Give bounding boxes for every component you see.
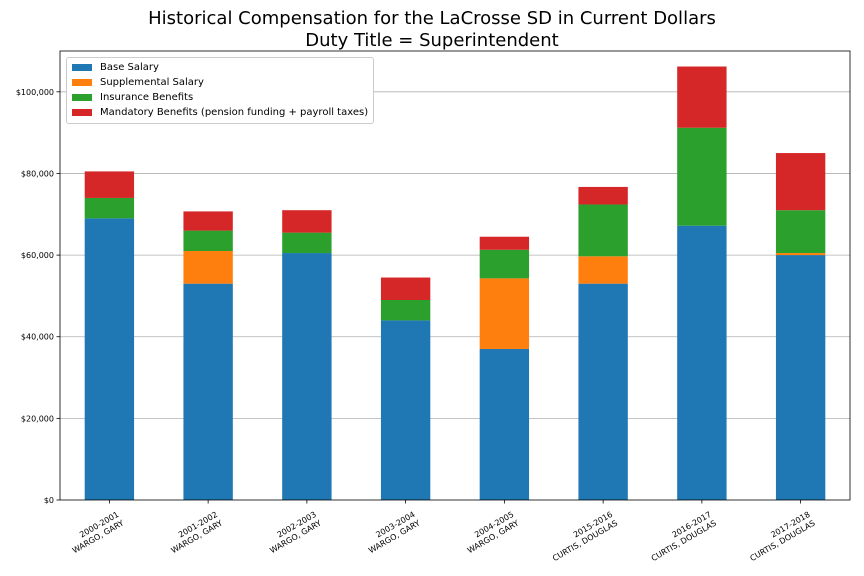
legend-label: Insurance Benefits [100, 92, 194, 103]
y-tick-label: $60,000 [21, 251, 54, 260]
legend: Base Salary Supplemental Salary Insurance … [66, 57, 375, 124]
bar-segment [183, 283, 233, 500]
plot-frame [59, 50, 851, 501]
legend-swatch [72, 109, 92, 116]
legend-label: Supplemental Salary [100, 77, 204, 88]
bar-segment [775, 255, 826, 500]
legend-label: Base Salary [100, 62, 159, 73]
legend-swatch [72, 94, 92, 101]
legend-item: Supplemental Salary [72, 75, 368, 90]
bar-segment [775, 153, 826, 211]
bar-segment [479, 278, 530, 349]
bar-segment [380, 320, 431, 500]
bar-segment [578, 186, 628, 205]
bar-segment [282, 210, 332, 233]
y-tick-label: $0 [44, 496, 54, 505]
bar-segment [479, 249, 530, 279]
bar-segment [380, 277, 431, 300]
bar-segment [84, 218, 135, 500]
chart-subtitle: Duty Title = Superintendent [305, 30, 559, 51]
legend-item: Insurance Benefits [72, 90, 368, 105]
bar-segment [282, 232, 332, 254]
bar-segment [479, 236, 530, 250]
bar-segment [677, 66, 727, 128]
legend-item: Mandatory Benefits (pension funding + pa… [72, 105, 368, 120]
bar-segment [578, 256, 628, 284]
bar-segment [84, 171, 135, 198]
bar-segment [775, 253, 826, 256]
legend-swatch [72, 79, 92, 86]
bar-segment [84, 197, 135, 219]
bar-segment [479, 348, 530, 500]
y-tick-label: $100,000 [16, 88, 54, 97]
chart-title: Historical Compensation for the LaCrosse… [148, 8, 716, 29]
bar-segment [578, 283, 628, 500]
legend-swatch [72, 64, 92, 71]
bar-segment [183, 211, 233, 231]
y-tick-label: $20,000 [21, 414, 54, 423]
bar-segment [380, 299, 431, 321]
y-tick-label: $40,000 [21, 333, 54, 342]
y-tick-label: $80,000 [21, 169, 54, 178]
legend-item: Base Salary [72, 60, 368, 75]
bar-segment [677, 225, 727, 500]
bar-segment [183, 230, 233, 252]
bar-segment [183, 251, 233, 284]
bar-segment [775, 210, 826, 254]
legend-label: Mandatory Benefits (pension funding + pa… [100, 107, 369, 118]
bar-segment [677, 127, 727, 226]
bar-segment [282, 253, 332, 500]
bar-segment [578, 204, 628, 257]
